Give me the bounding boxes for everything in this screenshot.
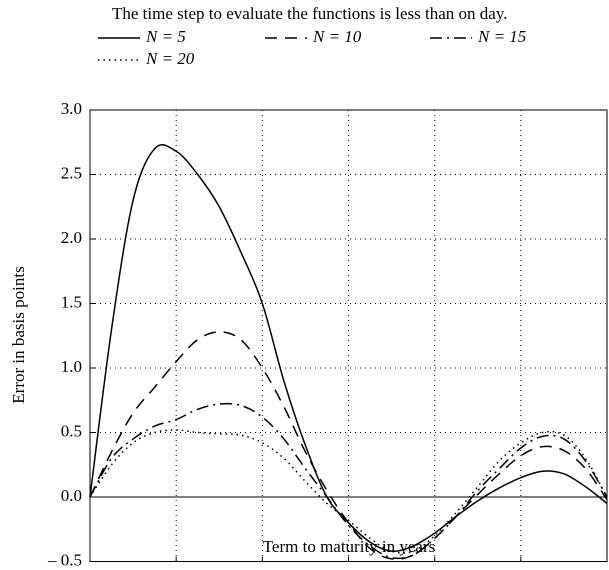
y-tick-label: 3.0 — [61, 99, 82, 118]
x-tick-label: 2 — [258, 566, 267, 570]
chart-title: The time step to evaluate the functions … — [112, 4, 507, 23]
y-tick-label: 0.5 — [61, 421, 82, 440]
x-tick-label: 1 — [172, 566, 181, 570]
y-tick-label: 2.5 — [61, 163, 82, 182]
x-tick-label: 5 — [517, 566, 526, 570]
x-tick-label: 4 — [430, 566, 439, 570]
y-tick-label: 0.0 — [61, 486, 82, 505]
series-line — [89, 402, 608, 560]
legend-label: N = 10 — [312, 27, 362, 46]
series-line — [89, 331, 608, 561]
series-line — [89, 429, 608, 554]
legend-label: N = 20 — [145, 49, 195, 68]
legend-label: N = 15 — [477, 27, 526, 46]
legend-label: N = 5 — [145, 27, 186, 46]
y-tick-label: 1.5 — [61, 292, 82, 311]
y-axis-label: Error in basis points — [9, 266, 28, 403]
x-tick-label: 3 — [344, 566, 353, 570]
y-tick-label: 2.0 — [61, 228, 82, 247]
y-tick-label: 1.0 — [61, 357, 82, 376]
y-tick-label: – 0.5 — [47, 550, 82, 569]
plot-frame — [89, 109, 608, 562]
x-tick-label: 0 — [86, 566, 95, 570]
x-axis-label: Term to maturity in years — [263, 537, 436, 556]
